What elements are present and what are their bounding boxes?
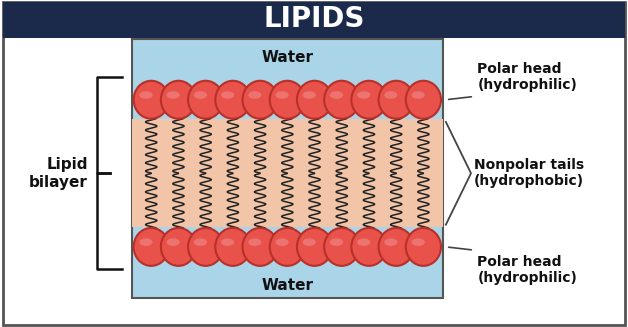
Ellipse shape xyxy=(379,81,414,119)
Text: Water: Water xyxy=(261,278,313,293)
Text: Polar head
(hydrophilic): Polar head (hydrophilic) xyxy=(477,255,577,285)
Ellipse shape xyxy=(411,91,425,99)
Ellipse shape xyxy=(324,81,359,119)
Ellipse shape xyxy=(161,228,196,266)
Ellipse shape xyxy=(352,228,387,266)
Ellipse shape xyxy=(411,238,425,246)
Text: Nonpolar tails
(hydrophobic): Nonpolar tails (hydrophobic) xyxy=(474,158,584,188)
Ellipse shape xyxy=(276,238,289,246)
Ellipse shape xyxy=(357,238,371,246)
Ellipse shape xyxy=(406,228,441,266)
Ellipse shape xyxy=(324,228,359,266)
Ellipse shape xyxy=(188,228,223,266)
Ellipse shape xyxy=(221,238,234,246)
Ellipse shape xyxy=(406,81,441,119)
FancyBboxPatch shape xyxy=(3,2,625,38)
Ellipse shape xyxy=(276,91,289,99)
Ellipse shape xyxy=(221,91,234,99)
Ellipse shape xyxy=(269,228,305,266)
Ellipse shape xyxy=(194,238,207,246)
Ellipse shape xyxy=(303,91,316,99)
Ellipse shape xyxy=(188,81,223,119)
FancyBboxPatch shape xyxy=(3,2,625,325)
Ellipse shape xyxy=(139,91,153,99)
Ellipse shape xyxy=(134,228,169,266)
Ellipse shape xyxy=(242,81,278,119)
Ellipse shape xyxy=(297,81,332,119)
Ellipse shape xyxy=(269,81,305,119)
Ellipse shape xyxy=(139,238,153,246)
Ellipse shape xyxy=(215,228,251,266)
Ellipse shape xyxy=(303,238,316,246)
Ellipse shape xyxy=(357,91,371,99)
Ellipse shape xyxy=(215,81,251,119)
Text: Polar head
(hydrophilic): Polar head (hydrophilic) xyxy=(477,62,577,92)
Ellipse shape xyxy=(248,238,261,246)
Ellipse shape xyxy=(297,228,332,266)
Ellipse shape xyxy=(194,91,207,99)
Ellipse shape xyxy=(330,91,343,99)
FancyBboxPatch shape xyxy=(132,39,443,298)
Ellipse shape xyxy=(242,228,278,266)
Text: Water: Water xyxy=(261,50,313,65)
Text: Lipid
bilayer: Lipid bilayer xyxy=(29,157,88,190)
Ellipse shape xyxy=(166,238,180,246)
FancyBboxPatch shape xyxy=(132,119,443,227)
Ellipse shape xyxy=(379,228,414,266)
Ellipse shape xyxy=(384,91,398,99)
Ellipse shape xyxy=(161,81,196,119)
Ellipse shape xyxy=(352,81,387,119)
Ellipse shape xyxy=(384,238,398,246)
Text: LIPIDS: LIPIDS xyxy=(263,5,365,33)
Ellipse shape xyxy=(248,91,261,99)
Ellipse shape xyxy=(166,91,180,99)
Ellipse shape xyxy=(134,81,169,119)
Ellipse shape xyxy=(330,238,343,246)
